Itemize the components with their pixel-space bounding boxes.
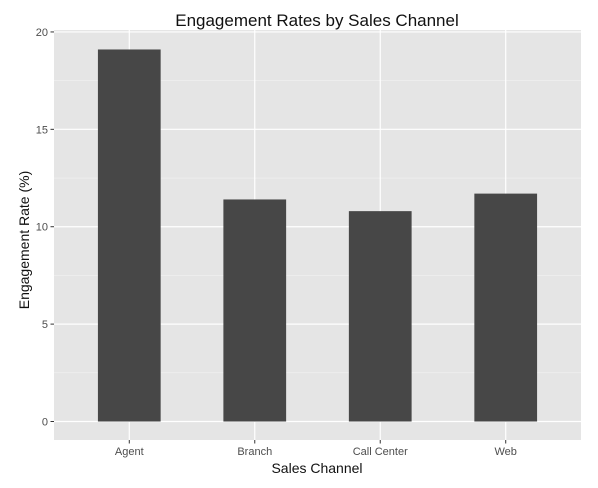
chart-title: Engagement Rates by Sales Channel — [175, 11, 459, 30]
bar-agent — [97, 49, 161, 422]
bar-branch — [223, 199, 287, 422]
y-tick-label: 20 — [36, 27, 48, 39]
x-tick-label: Web — [495, 446, 517, 458]
x-tick-label: Agent — [115, 446, 144, 458]
x-tick-label: Call Center — [353, 446, 408, 458]
y-tick-label: 0 — [42, 416, 48, 428]
y-tick-label: 15 — [36, 124, 48, 136]
y-axis-title: Engagement Rate (%) — [16, 171, 32, 310]
bars — [97, 49, 538, 422]
axes: 0 5 10 15 20 Agent Branch Call Center Web — [36, 27, 517, 458]
bar-web — [474, 193, 538, 422]
x-tick-label: Branch — [237, 446, 272, 458]
y-tick-label: 10 — [36, 222, 48, 234]
x-axis-title: Sales Channel — [271, 460, 362, 476]
bar-call-center — [348, 211, 412, 422]
y-tick-label: 5 — [42, 319, 48, 331]
